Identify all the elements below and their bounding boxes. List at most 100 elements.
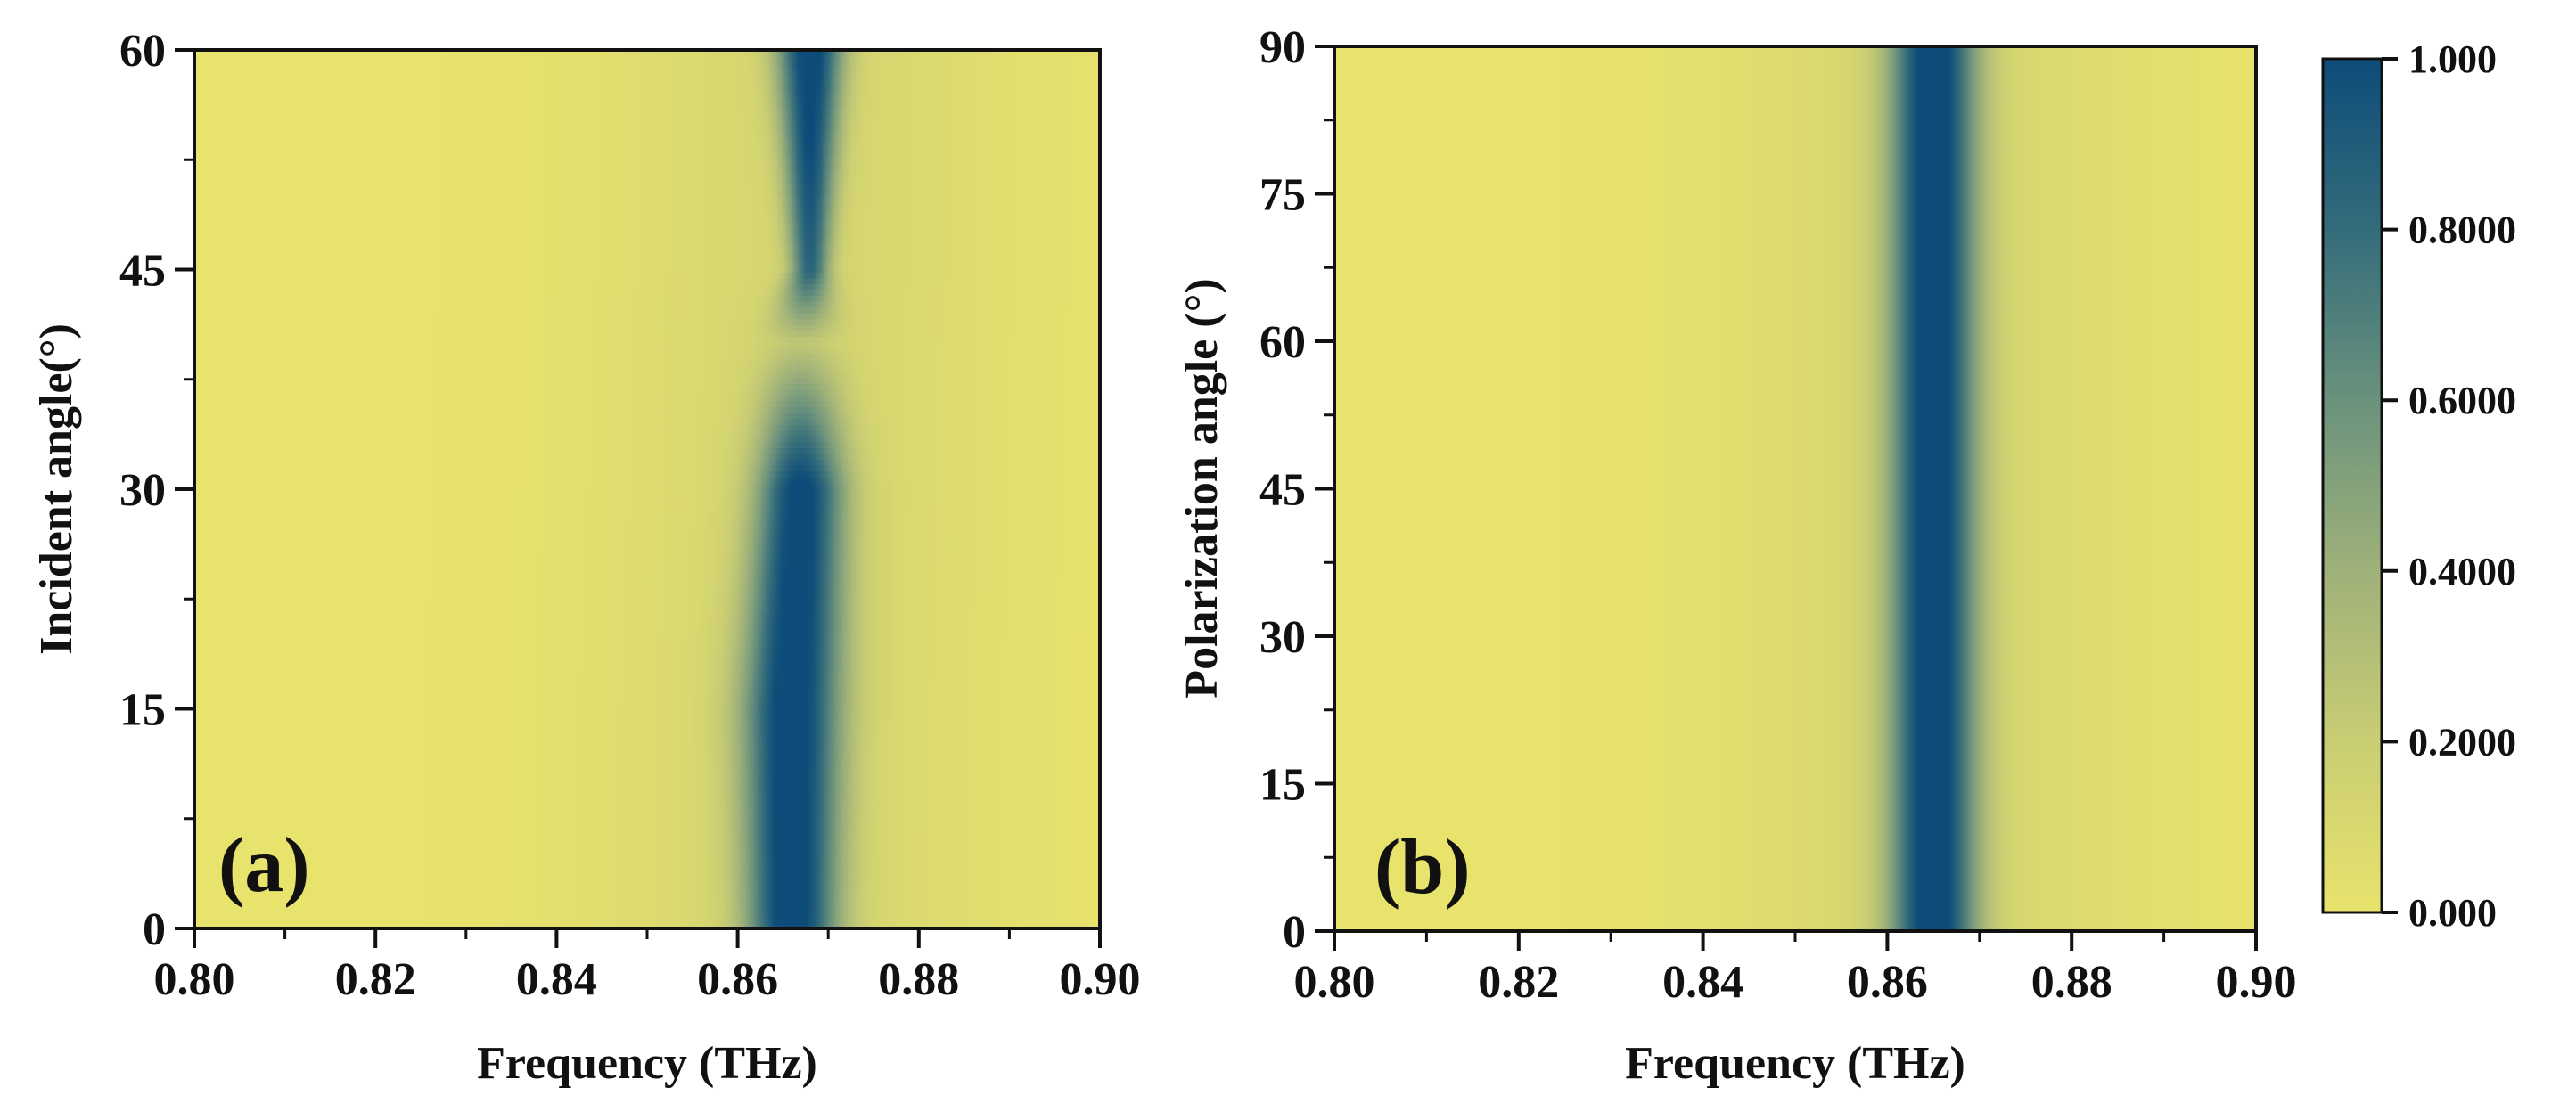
x-tick-label: 0.82 [1478,957,1559,1008]
heatmap-a [194,50,1100,929]
colorbar-tick-label: 1.000 [2408,37,2497,81]
heatmap-row [194,635,1100,642]
heatmap-row [194,383,1100,391]
heatmap-row [194,793,1100,801]
heatmap-row [194,255,1100,262]
x-tick-label: 0.84 [1662,957,1743,1008]
x-tick-label: 0.86 [697,954,778,1005]
panel-label-b: (b) [1374,824,1471,911]
heatmap-row [194,465,1100,473]
y-axis-a: 0 15 30 45 60 [119,26,194,955]
heatmap-row [194,829,1100,836]
heatmap-row [194,512,1100,519]
heatmap-row [194,770,1100,777]
heatmap-row [194,781,1100,789]
heatmap-row [194,600,1100,608]
y-tick-label: 30 [1259,612,1306,663]
y-tick-label: 90 [1259,22,1306,73]
heatmap-row [1334,46,2256,932]
heatmap-row [194,594,1100,601]
colorbar-ticks: 0.000 0.2000 0.4000 0.6000 0.8000 1.000 [2382,37,2516,935]
panel-a: 0.80 0.82 0.84 0.86 0.88 0.90 0 15 30 45 60 Frequ… [31,26,1141,1089]
heatmap-row [194,899,1100,906]
y-tick-label: 60 [1259,317,1306,368]
heatmap-row [194,536,1100,543]
heatmap-row [194,870,1100,877]
heatmap-row [194,419,1100,426]
y-tick-label: 75 [1259,170,1306,221]
heatmap-row [194,875,1100,883]
heatmap-row [194,565,1100,572]
heatmap-row [194,430,1100,437]
heatmap-row [194,518,1100,526]
panel-b: 0.80 0.82 0.84 0.86 0.88 0.90 0 15 30 45 60 75 90 F… [1177,22,2297,1089]
heatmap-row [194,447,1100,455]
heatmap-row [194,688,1100,695]
heatmap-row [194,711,1100,719]
heatmap-row [194,576,1100,584]
heatmap-row [194,436,1100,444]
heatmap-row [194,694,1100,701]
heatmap-row [194,184,1100,192]
heatmap-row [194,606,1100,613]
heatmap-row [194,740,1100,748]
heatmap-row [194,893,1100,900]
heatmap-row [194,219,1100,226]
heatmap-row [194,764,1100,772]
heatmap-row [194,91,1100,98]
heatmap-row [194,887,1100,895]
y-axis-title-b: Polarization angle (°) [1177,278,1227,698]
heatmap-row [194,799,1100,806]
heatmap-row [194,682,1100,690]
y-tick-label: 45 [119,246,166,297]
heatmap-row [194,805,1100,813]
heatmap-row [194,307,1100,315]
heatmap-row [194,424,1100,432]
heatmap-row [194,612,1100,619]
y-axis-b: 0 15 30 45 60 75 90 [1259,22,1334,958]
heatmap-row [194,495,1100,502]
heatmap-row [194,214,1100,221]
heatmap-row [194,735,1100,742]
heatmap-row [194,811,1100,818]
heatmap-row [194,50,1100,57]
heatmap-row [194,378,1100,385]
heatmap-row [194,283,1100,291]
y-axis-title-a: Incident angle(°) [31,323,82,655]
heatmap-row [194,629,1100,637]
heatmap-row [194,342,1100,350]
x-tick-label: 0.84 [516,954,597,1005]
y-tick-label: 30 [119,465,166,516]
x-tick-label: 0.88 [878,954,959,1005]
colorbar-tick-label: 0.6000 [2408,379,2516,422]
heatmap-row [194,360,1100,367]
x-axis-b: 0.80 0.82 0.84 0.86 0.88 0.90 [1294,931,2297,1008]
heatmap-row [194,406,1100,414]
heatmap-row [194,460,1100,467]
heatmap-row [194,319,1100,326]
heatmap-row [194,149,1100,157]
heatmap-row [194,260,1100,268]
heatmap-row [194,155,1100,162]
heatmap-row [194,242,1100,250]
heatmap-row [194,477,1100,485]
heatmap-row [194,547,1100,555]
heatmap-row [194,840,1100,847]
x-axis-title-b: Frequency (THz) [1625,1038,1965,1089]
heatmap-row [194,160,1100,168]
heatmap-row [194,747,1100,754]
heatmap-row [194,313,1100,321]
heatmap-row [194,699,1100,707]
y-tick-label: 15 [119,685,166,736]
heatmap-row [194,454,1100,461]
heatmap-row [194,788,1100,795]
heatmap-row [194,413,1100,420]
y-tick-label: 0 [143,904,166,955]
heatmap-row [194,301,1100,309]
heatmap-row [194,55,1100,62]
heatmap-row [194,237,1100,244]
heatmap-row [194,167,1100,174]
heatmap-row [194,67,1100,75]
heatmap-row [194,717,1100,724]
heatmap-row [194,904,1100,912]
